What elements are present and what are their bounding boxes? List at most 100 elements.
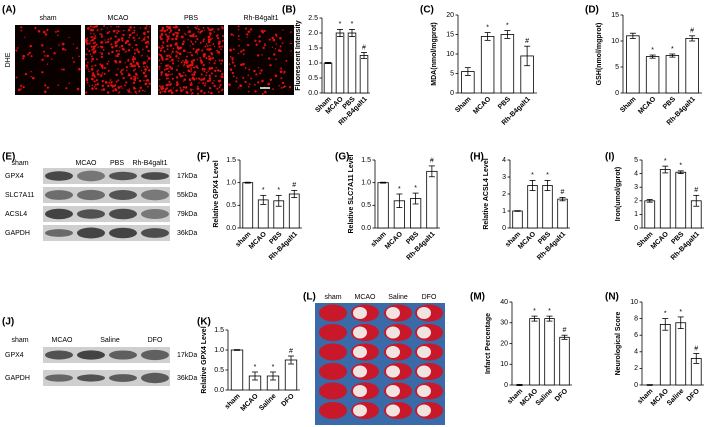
dot <box>248 90 250 93</box>
dot <box>93 85 96 88</box>
dot <box>94 35 97 37</box>
dot <box>46 29 49 32</box>
dot <box>166 48 169 51</box>
panel-label: (A) <box>2 5 16 16</box>
dot <box>121 87 124 89</box>
dot <box>218 41 221 44</box>
dot <box>202 26 205 29</box>
dot <box>191 73 194 76</box>
dot <box>121 39 124 42</box>
dot <box>221 35 225 38</box>
dot <box>172 33 175 36</box>
band <box>77 209 105 219</box>
dot <box>104 41 107 44</box>
dot <box>93 80 96 83</box>
dot <box>161 28 164 31</box>
dot <box>239 84 242 87</box>
dot <box>148 82 151 85</box>
dot <box>210 52 213 55</box>
dot <box>261 31 265 34</box>
dot <box>118 60 122 64</box>
dot <box>192 59 196 62</box>
dot <box>172 87 174 89</box>
y-tick-label: 1.0 <box>214 347 224 354</box>
dot <box>190 90 192 92</box>
dot <box>140 69 143 72</box>
dot <box>117 68 119 70</box>
dot <box>274 74 278 78</box>
dot <box>160 62 162 65</box>
bar <box>480 36 495 94</box>
dot <box>132 36 135 39</box>
photo-label: MCAO <box>355 294 377 301</box>
dot <box>102 49 105 51</box>
dot <box>101 84 104 88</box>
dot <box>131 47 134 49</box>
dot <box>255 73 258 76</box>
y-tick-label: 1.0 <box>308 60 318 67</box>
dot <box>204 45 207 48</box>
dot <box>171 58 174 62</box>
dot <box>183 78 187 81</box>
dot <box>160 88 163 91</box>
dot <box>199 41 202 44</box>
dot <box>212 57 215 60</box>
dot <box>202 54 205 57</box>
dot <box>231 61 235 64</box>
y-tick-label: 1.5 <box>226 157 236 164</box>
dot <box>187 64 191 68</box>
dot <box>145 25 148 27</box>
dot <box>169 29 173 32</box>
dot <box>51 58 53 60</box>
dot <box>187 51 189 53</box>
error-bar <box>689 35 696 42</box>
dot <box>58 44 60 46</box>
dot <box>274 48 277 50</box>
dot <box>97 29 99 31</box>
dot <box>242 76 245 79</box>
dot <box>171 62 175 65</box>
dot <box>168 54 171 57</box>
dot <box>101 64 104 66</box>
fluorescence-image <box>85 25 151 95</box>
dot <box>233 64 236 67</box>
x-tick-label: DFO <box>554 387 570 403</box>
dot <box>253 69 256 73</box>
lane-label: PBS <box>110 160 124 167</box>
y-tick-label: 1.5 <box>308 45 318 52</box>
dot <box>206 79 210 83</box>
dot <box>177 65 179 67</box>
dot <box>207 55 211 58</box>
brain-slice <box>319 382 347 400</box>
significance: * <box>339 21 342 28</box>
dot <box>272 88 274 91</box>
bar <box>659 169 671 229</box>
dot <box>128 88 131 90</box>
protein-label: GPX4 <box>5 352 24 359</box>
dot <box>247 74 250 77</box>
dot <box>196 38 199 41</box>
x-tick-label: MCAO <box>472 95 492 115</box>
infarct <box>386 404 400 417</box>
dot <box>46 63 49 65</box>
dot <box>42 30 46 34</box>
significance: # <box>561 189 565 196</box>
error-bar <box>677 316 684 329</box>
dot <box>134 68 137 70</box>
dot <box>93 33 95 35</box>
x-tick-label: PBS <box>662 96 677 111</box>
dot <box>205 74 207 77</box>
infarct <box>417 404 431 417</box>
dot <box>91 77 94 81</box>
band <box>141 172 169 180</box>
y-tick-label: 4 <box>502 157 506 164</box>
dot <box>192 73 196 76</box>
dot <box>216 87 219 90</box>
dot <box>209 44 211 47</box>
dot <box>247 85 250 88</box>
dot <box>128 36 131 39</box>
bar <box>675 171 687 229</box>
dot <box>267 57 271 60</box>
dot <box>166 44 169 48</box>
dot <box>246 33 249 36</box>
